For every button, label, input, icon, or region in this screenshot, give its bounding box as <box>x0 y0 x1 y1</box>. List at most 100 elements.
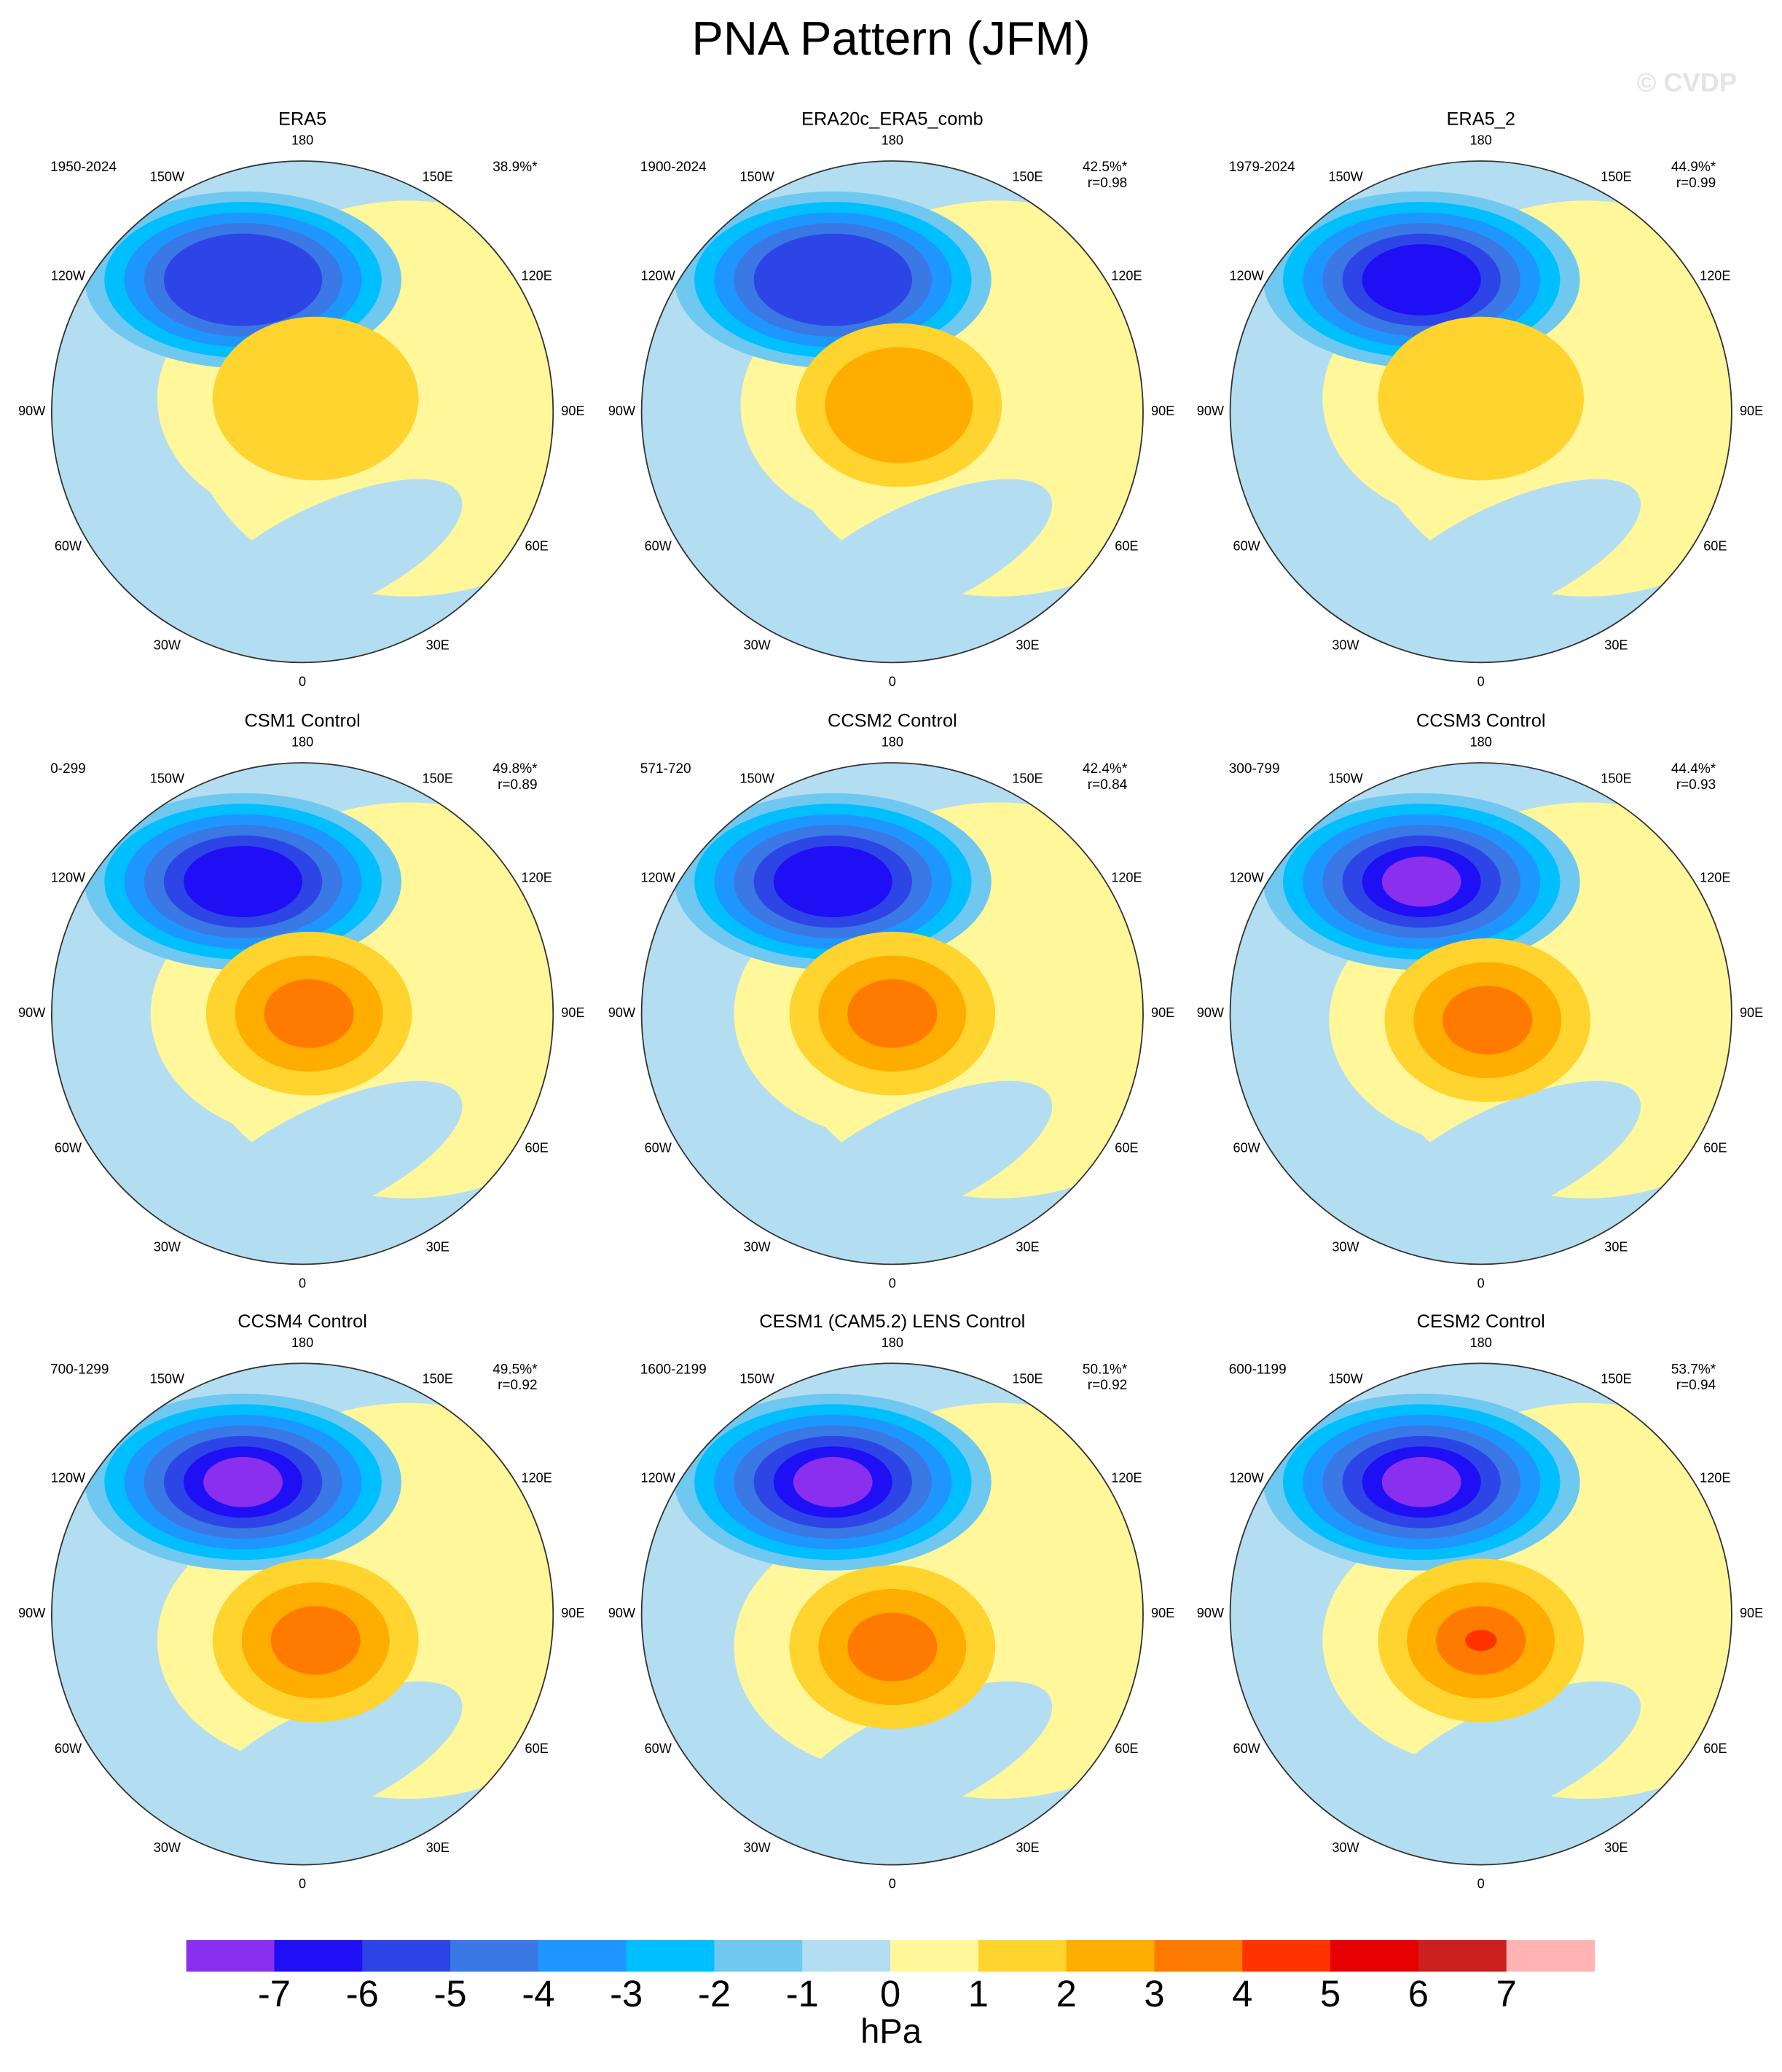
longitude-label: 150E <box>423 1372 453 1386</box>
longitude-label: 90E <box>561 404 584 418</box>
pattern-corr: r=0.92 <box>1088 1378 1127 1393</box>
low-contour <box>1381 856 1461 907</box>
longitude-label: 0 <box>1477 1877 1485 1891</box>
colorbar-box <box>626 1939 715 1972</box>
longitude-label: 90E <box>1740 1606 1763 1620</box>
longitude-label: 180 <box>1470 1335 1492 1350</box>
map-border <box>1229 1362 1732 1866</box>
variance-pct: 42.4%* <box>1083 761 1128 777</box>
high-contour <box>1378 316 1585 481</box>
longitude-label: 180 <box>882 1335 903 1350</box>
longitude-label: 90E <box>1151 1606 1174 1620</box>
longitude-label: 30W <box>744 638 772 653</box>
pattern-corr: r=0.93 <box>1676 777 1716 793</box>
panel-title: ERA5_2 <box>1446 109 1515 130</box>
field-negative <box>195 1080 463 1237</box>
longitude-label: 180 <box>291 1335 313 1350</box>
colorbar-box <box>1066 1939 1155 1972</box>
longitude-label: 90W <box>1197 1005 1225 1020</box>
longitude-label: 120E <box>522 268 552 283</box>
map <box>51 763 554 1265</box>
longitude-label: 180 <box>882 133 903 148</box>
longitude-label: 0 <box>299 1276 306 1290</box>
longitude-label: 30E <box>426 638 450 653</box>
panel-title: ERA20c_ERA5_comb <box>801 109 984 130</box>
variance-pct: 49.8%* <box>492 761 538 777</box>
longitude-label: 120W <box>1229 1471 1264 1486</box>
longitude-label: 150E <box>1012 771 1043 785</box>
variance-pct: 44.4%* <box>1671 761 1716 777</box>
colorbar-label: hPa <box>860 2012 922 2050</box>
field-negative <box>785 1080 1053 1237</box>
low-contour <box>753 233 912 326</box>
longitude-label: 150W <box>739 1372 774 1386</box>
longitude-label: 180 <box>291 133 313 148</box>
longitude-label: 30E <box>1604 1240 1628 1255</box>
colorbar-tick-label: 3 <box>1144 1973 1164 2014</box>
longitude-label: 90E <box>1740 404 1763 418</box>
longitude-label: 60E <box>1115 539 1138 554</box>
longitude-label: 30W <box>1332 1840 1359 1855</box>
colorbar-tick-label: 6 <box>1408 1973 1429 2014</box>
longitude-label: 120E <box>1111 870 1142 884</box>
colorbar-tick-label: -7 <box>258 1973 291 2014</box>
longitude-label: 90E <box>1151 404 1174 418</box>
colorbar-tick-label: 7 <box>1496 1973 1517 2014</box>
longitude-label: 30E <box>1604 1840 1628 1855</box>
high-contour <box>847 979 938 1048</box>
map <box>1230 1363 1732 1865</box>
longitude-label: 60E <box>1115 1141 1138 1155</box>
colorbar-box <box>362 1939 451 1972</box>
longitude-label: 30E <box>1016 1840 1039 1855</box>
longitude-label: 60W <box>1233 539 1261 554</box>
longitude-label: 180 <box>1470 735 1492 750</box>
map-border <box>640 1362 1144 1866</box>
low-contour <box>223 1467 263 1497</box>
longitude-label: 30E <box>1604 638 1628 653</box>
field-negative <box>785 479 1053 635</box>
longitude-label: 120E <box>1700 870 1730 884</box>
pattern-corr: r=0.94 <box>1676 1378 1716 1393</box>
longitude-label: 90W <box>18 404 46 418</box>
variance-pct: 44.9%* <box>1671 160 1716 175</box>
longitude-label: 60W <box>1233 1141 1261 1155</box>
map <box>641 1363 1143 1865</box>
longitude-label: 120E <box>522 870 552 884</box>
longitude-label: 120W <box>641 1471 676 1486</box>
longitude-label: 60W <box>645 539 672 554</box>
longitude-label: 150E <box>1601 1372 1631 1386</box>
longitude-label: 120W <box>51 1471 86 1486</box>
longitude-label: 60E <box>525 1141 549 1155</box>
longitude-label: 150W <box>150 1372 185 1386</box>
high-contour <box>270 1606 361 1675</box>
colorbar-box <box>450 1939 539 1972</box>
map-border <box>1229 762 1732 1265</box>
longitude-label: 60W <box>55 539 82 554</box>
longitude-label: 120E <box>1700 268 1730 283</box>
longitude-label: 30W <box>744 1240 772 1255</box>
pattern-corr: r=0.84 <box>1088 777 1128 793</box>
longitude-label: 90W <box>1197 1606 1225 1620</box>
low-contour <box>163 233 323 326</box>
longitude-label: 30E <box>1016 1240 1039 1255</box>
longitude-label: 150W <box>1328 771 1363 785</box>
period: 600-1199 <box>1229 1362 1287 1377</box>
longitude-label: 60W <box>645 1741 672 1756</box>
colorbar-box <box>538 1939 627 1972</box>
period: 300-799 <box>1229 761 1280 777</box>
pattern-corr: r=0.98 <box>1088 176 1127 191</box>
map-border <box>51 762 554 1265</box>
panel-title: CESM2 Control <box>1417 1311 1545 1332</box>
colorbar-tick-label: 0 <box>880 1973 900 2014</box>
longitude-label: 120W <box>51 268 86 283</box>
longitude-label: 60E <box>1703 1141 1727 1155</box>
longitude-label: 60E <box>525 1741 549 1756</box>
longitude-label: 0 <box>889 674 896 688</box>
high-contour <box>212 316 419 481</box>
high-contour <box>847 1612 938 1681</box>
variance-pct: 42.5%* <box>1083 160 1128 175</box>
longitude-label: 0 <box>1477 674 1485 688</box>
panel-title: ERA5 <box>278 109 326 130</box>
